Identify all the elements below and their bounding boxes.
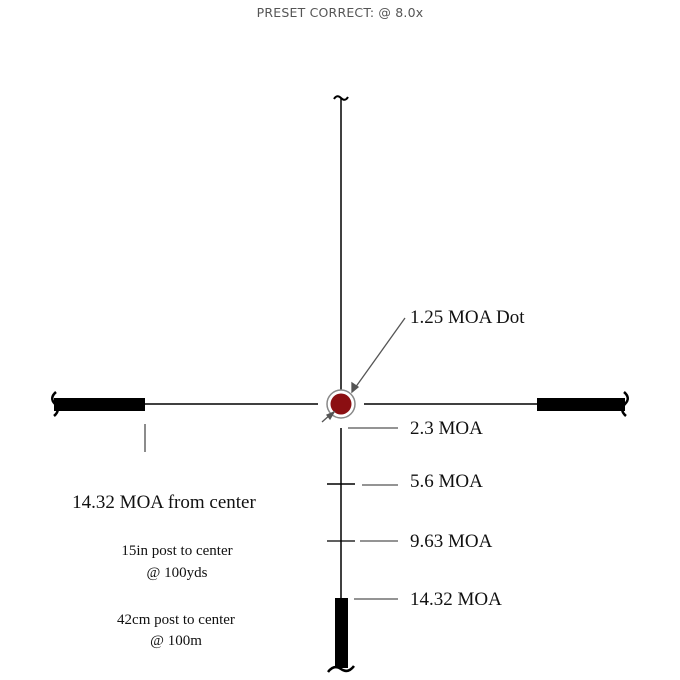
post-moa-label: 14.32 MOA from center [72,492,256,513]
post-in-line1: 15in post to center [121,543,232,559]
mark-5.6-label: 5.6 MOA [410,471,483,492]
leaders [321,317,406,600]
post-cm-line2: @ 100m [150,633,202,649]
bottom-break-icon [327,665,355,673]
preset-title: PRESET CORRECT: @ 8.0x [256,5,424,20]
dot-leader [354,317,406,389]
post-in-line2: @ 100yds [147,565,208,581]
mark-2.3-label: 2.3 MOA [410,418,483,439]
mark-9.63-label: 9.63 MOA [410,531,493,552]
dot-label: 1.25 MOA Dot [410,307,525,328]
center-dot [326,389,356,419]
right-post [537,398,625,411]
bottom-post [335,598,348,668]
dot-arrow-lower-icon [325,410,336,421]
post-cm-line1: 42cm post to center [117,612,235,628]
left-post [54,398,145,411]
left-break-icon [51,391,59,417]
top-break-icon [333,95,349,101]
crosshair [51,95,629,673]
dot-arrow-icon [351,381,360,394]
right-break-icon [621,391,629,417]
mark-14.32-label: 14.32 MOA [410,589,502,610]
red-dot [330,393,352,415]
